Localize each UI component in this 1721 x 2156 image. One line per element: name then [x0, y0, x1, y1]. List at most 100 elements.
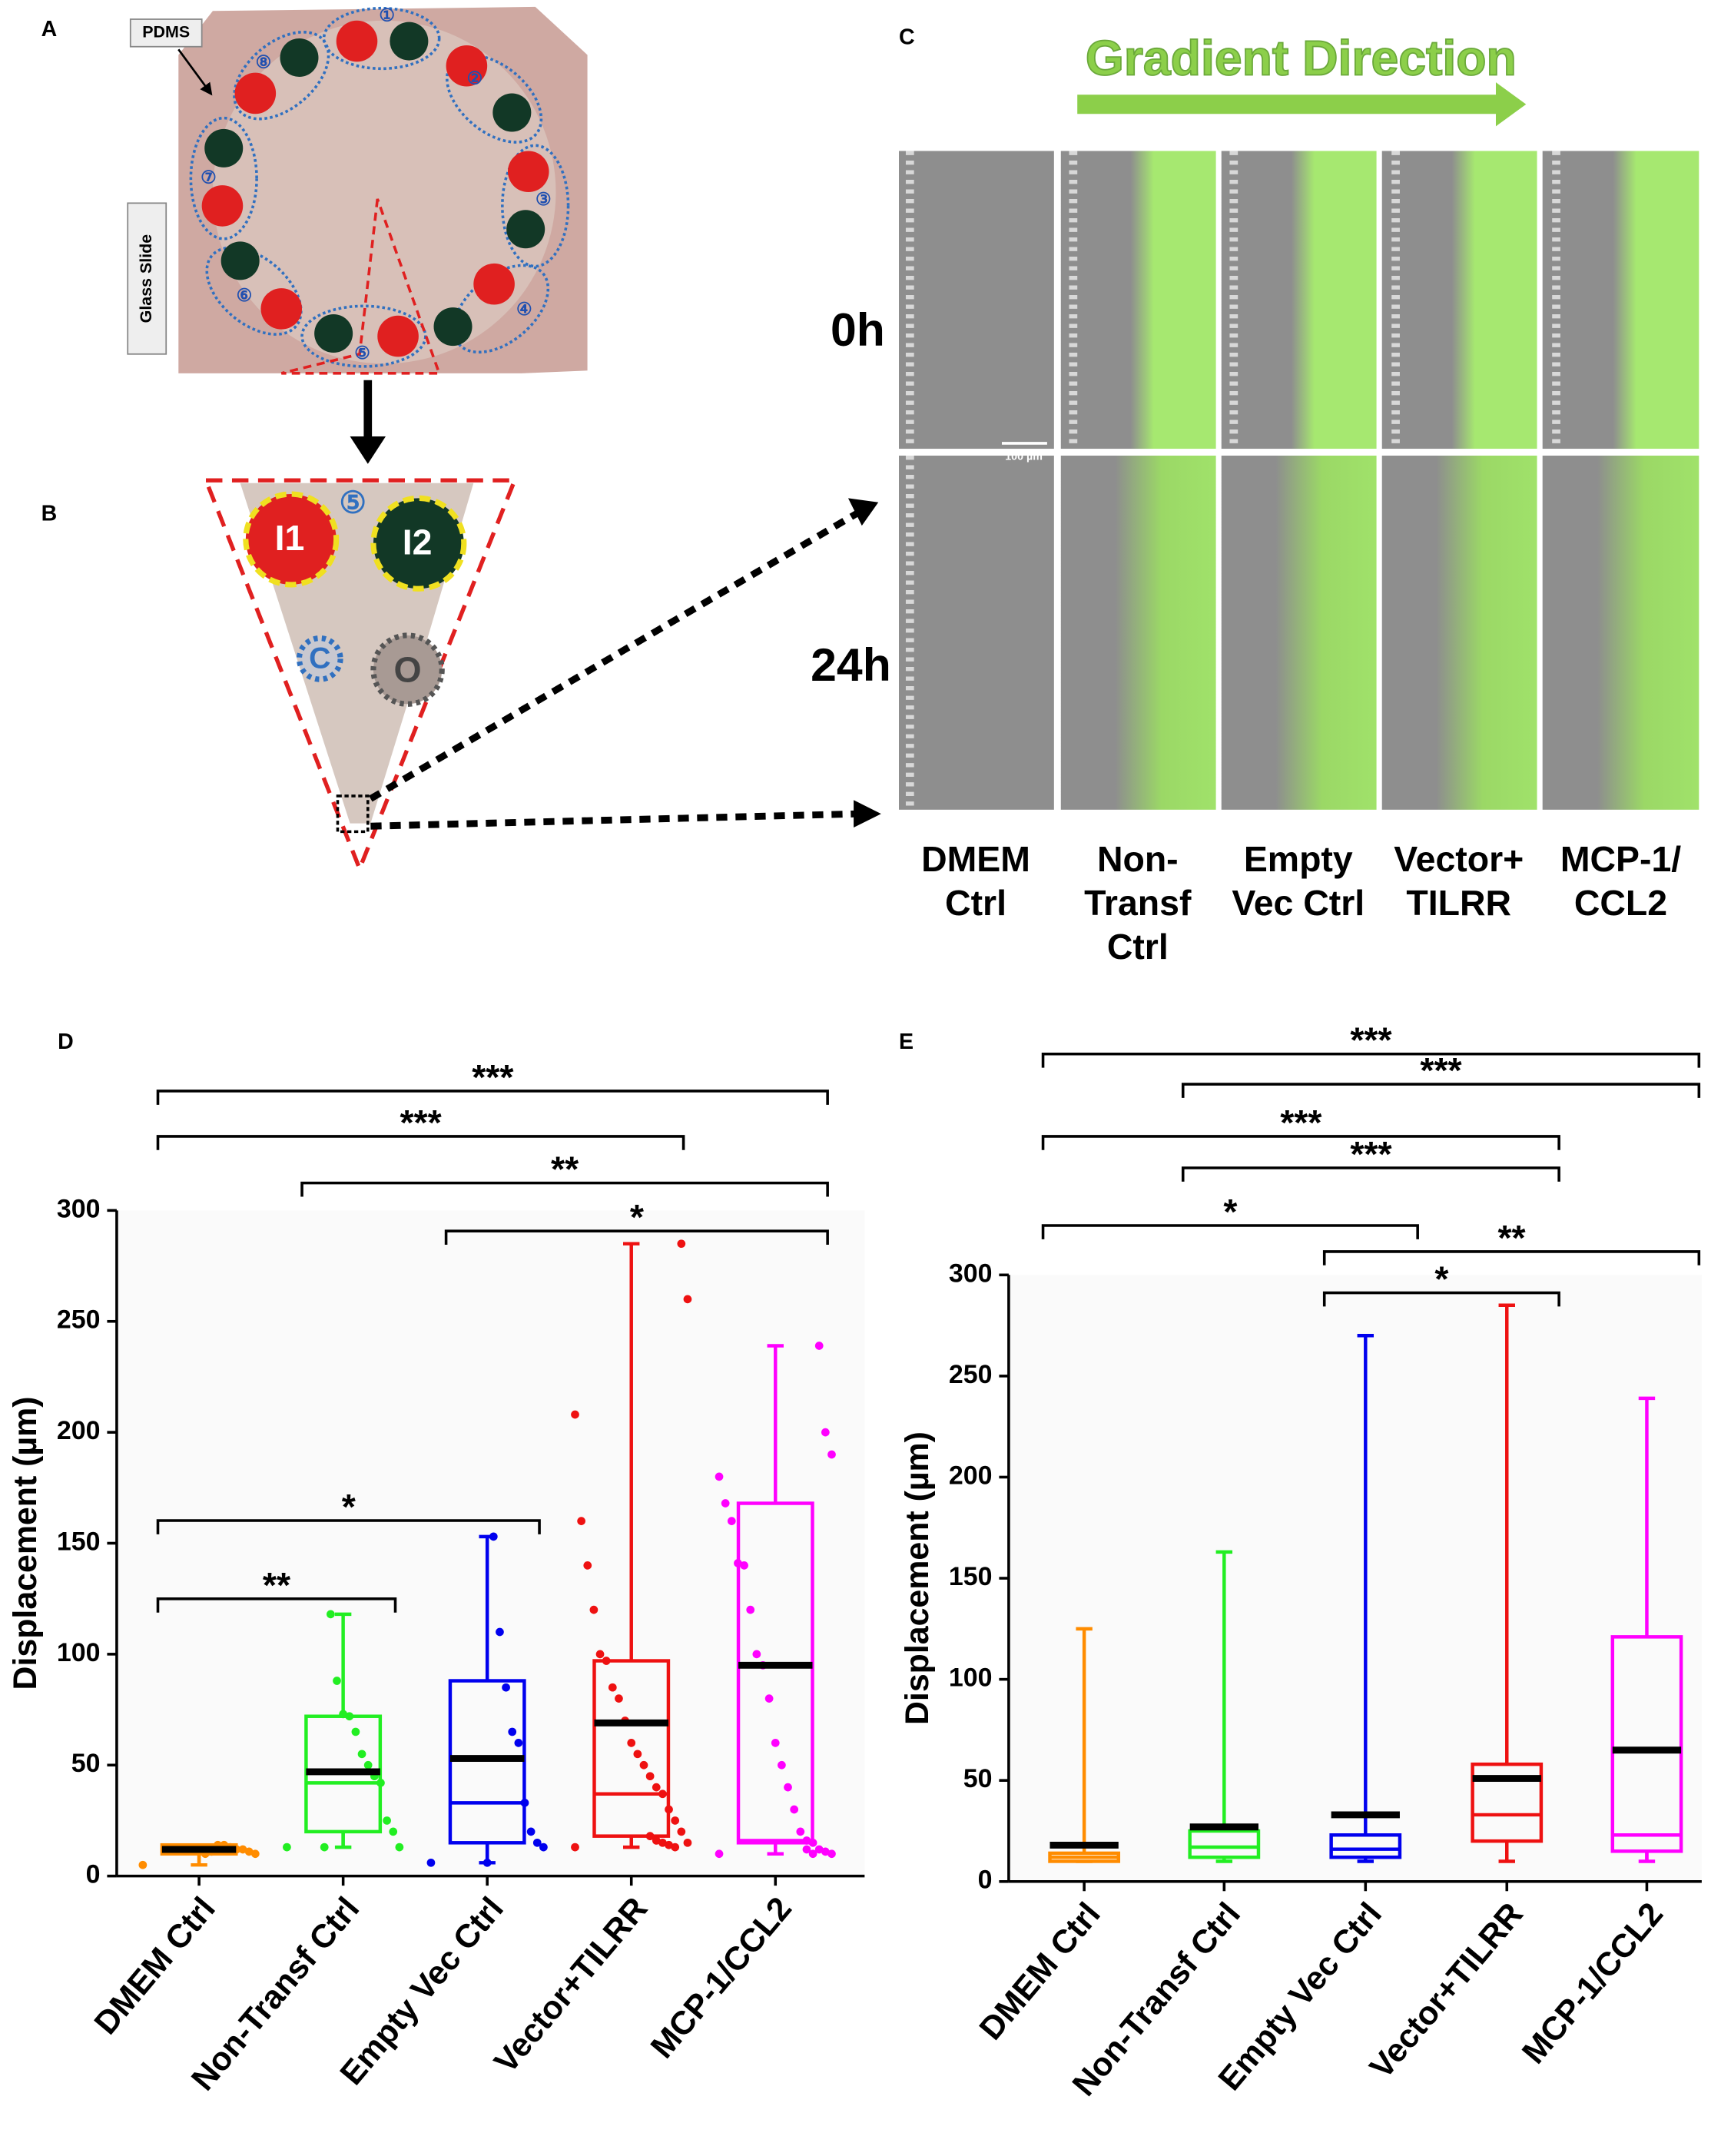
column-label: Empty [1244, 839, 1353, 879]
panel-letter: B [41, 501, 58, 526]
inlet [243, 491, 340, 588]
data-point [532, 1838, 542, 1847]
data-point [771, 1739, 780, 1747]
time-label: 0h [831, 303, 885, 356]
data-point [808, 1838, 817, 1847]
y-tick-label: 0 [86, 1860, 101, 1889]
significance-bracket [156, 1135, 685, 1150]
data-point [608, 1683, 617, 1692]
significance-label: ** [551, 1149, 579, 1189]
data-point [238, 1845, 247, 1854]
data-point [339, 1710, 347, 1719]
significance-label: ** [1497, 1218, 1526, 1258]
label-box [129, 18, 203, 48]
box [1188, 1829, 1261, 1859]
data-point [645, 1832, 655, 1841]
column-label: Vec Ctrl [1232, 883, 1365, 923]
data-point [376, 1778, 385, 1787]
significance-bracket [1322, 1291, 1560, 1307]
plot-background [1008, 1275, 1702, 1882]
data-point [250, 1849, 260, 1859]
data-point [734, 1559, 742, 1567]
data-point [589, 1605, 599, 1614]
gradient-arrow-head [1495, 82, 1527, 127]
x-tick-label: Vector+TILRR [487, 1890, 655, 2080]
y-tick-label: 50 [71, 1749, 101, 1778]
data-point [333, 1677, 341, 1685]
panel-letter: E [899, 1030, 914, 1054]
data-point [615, 1694, 623, 1703]
significance-bracket [1041, 1135, 1560, 1150]
data-point [645, 1772, 655, 1781]
y-tick-label: 250 [949, 1360, 993, 1389]
data-point [502, 1683, 510, 1692]
data-point [633, 1750, 642, 1759]
data-point [715, 1472, 724, 1481]
significance-label: * [342, 1487, 356, 1527]
column-label: Ctrl [945, 883, 1006, 923]
data-point [658, 1789, 667, 1799]
data-point [652, 1836, 661, 1845]
data-point [740, 1561, 748, 1570]
data-point [283, 1843, 291, 1852]
data-point [138, 1860, 148, 1869]
data-point [395, 1843, 404, 1852]
significance-label: *** [1350, 1020, 1392, 1060]
data-point [627, 1739, 636, 1747]
data-point [721, 1499, 730, 1508]
data-point [489, 1532, 498, 1541]
data-point [426, 1858, 436, 1867]
x-tick-label: Vector+TILRR [1363, 1896, 1530, 2085]
time-label: 24h [811, 639, 891, 691]
significance-bracket [1041, 1224, 1419, 1239]
arrow-head [854, 800, 881, 828]
data-point [363, 1760, 373, 1770]
arrow-head [847, 498, 879, 526]
significance-label: *** [400, 1103, 442, 1143]
inlet [370, 495, 467, 592]
column-label: Vector+ [1394, 839, 1524, 879]
box [1610, 1635, 1683, 1853]
data-point [571, 1410, 579, 1419]
arrow-head [350, 436, 386, 464]
data-point [658, 1838, 667, 1847]
scale-label: 100 µm [1005, 451, 1043, 463]
zoom-box [336, 794, 370, 834]
dashed-arrow [370, 810, 858, 830]
data-point [821, 1847, 830, 1856]
significance-bracket [1181, 1083, 1701, 1098]
data-point [665, 1840, 673, 1849]
column-label: MCP-1/ [1560, 839, 1681, 879]
data-point [326, 1610, 335, 1619]
data-point [814, 1342, 824, 1350]
data-point [389, 1827, 398, 1836]
significance-label: * [630, 1197, 645, 1237]
outlet [370, 632, 445, 707]
x-tick-label: DMEM Ctrl [88, 1890, 223, 2042]
well-label: ⑦ [201, 167, 217, 187]
data-point [671, 1843, 680, 1852]
well-label: ⑤ [354, 343, 370, 363]
data-point [790, 1805, 799, 1814]
label-box [127, 202, 167, 355]
y-tick-label: 200 [949, 1461, 993, 1490]
significance-bracket [1041, 1052, 1701, 1068]
significance-bracket [444, 1229, 829, 1246]
panel-letter: C [899, 25, 915, 50]
panel-letter: A [41, 17, 58, 41]
data-point [652, 1783, 661, 1792]
significance-label: *** [1280, 1103, 1322, 1143]
data-point [683, 1295, 692, 1304]
outlet-label: O [394, 649, 422, 689]
well-label: ⑧ [256, 51, 272, 71]
y-tick-label: 50 [963, 1764, 993, 1793]
significance-bracket [1181, 1166, 1560, 1182]
well-label: ① [379, 5, 395, 25]
box [1329, 1833, 1402, 1859]
unit-label: ⑤ [340, 486, 366, 520]
pdms-label: PDMS [142, 23, 190, 41]
panel-b: B ⑤ I1 I2 C O [41, 478, 518, 874]
data-point [539, 1843, 548, 1852]
x-tick-label: MCP-1/CCL2 [644, 1890, 799, 2065]
